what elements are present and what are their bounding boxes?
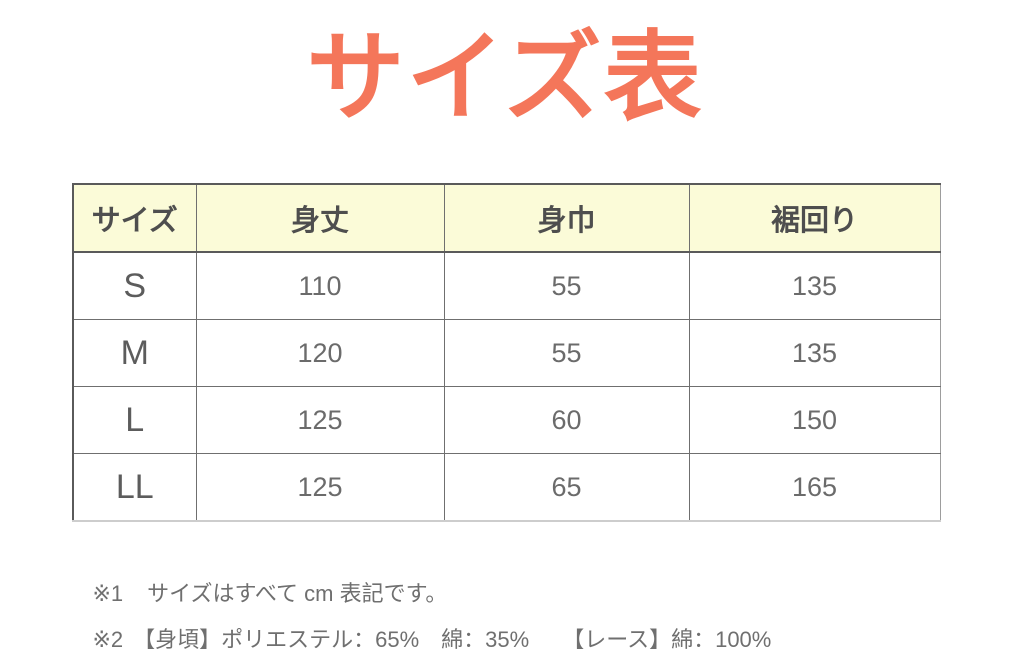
cell-ll-hem: 165	[688, 453, 941, 522]
footnote-units: ※1 サイズはすべて cm 表記です。	[68, 550, 447, 634]
cell-m-body-length: 120	[195, 319, 445, 387]
cell-s-body-width: 55	[443, 251, 690, 320]
footnote-text: 【身頃】ポリエステル：65% 綿：35% 【レース】綿：100%	[133, 627, 772, 652]
table-row: S 110 55 135	[72, 251, 941, 320]
cell-m-body-width: 55	[443, 319, 690, 387]
cell-size-ll: LL	[72, 453, 197, 522]
size-table-body: S 110 55 135 M 120 55 135 L 125 60 150 L…	[72, 251, 941, 522]
cell-l-body-width: 60	[443, 386, 690, 454]
header-cell-hem: 裾回り	[688, 183, 941, 253]
table-row: M 120 55 135	[72, 319, 941, 387]
cell-l-hem: 150	[688, 386, 941, 454]
cell-ll-body-width: 65	[443, 453, 690, 522]
cell-m-hem: 135	[688, 319, 941, 387]
table-row: L 125 60 150	[72, 386, 941, 454]
cell-size-m: M	[72, 319, 197, 387]
header-cell-body-length: 身丈	[195, 183, 445, 253]
page-title: サイズ表	[306, 22, 704, 132]
table-header-row: サイズ 身丈 身巾 裾回り	[72, 183, 941, 253]
footnote-materials: ※2 【身頃】ポリエステル：65% 綿：35% 【レース】綿：100%	[68, 596, 771, 663]
size-table: サイズ 身丈 身巾 裾回り S 110 55 135 M 120 55 135 …	[72, 183, 941, 522]
table-row: LL 125 65 165	[72, 453, 941, 522]
header-cell-body-width: 身巾	[443, 183, 690, 253]
footnote-marker: ※1	[92, 581, 124, 606]
cell-l-body-length: 125	[195, 386, 445, 454]
cell-s-body-length: 110	[195, 251, 445, 320]
size-table-header: サイズ 身丈 身巾 裾回り	[72, 183, 941, 253]
footnote-marker: ※2	[92, 627, 124, 652]
cell-size-l: L	[72, 386, 197, 454]
header-cell-size: サイズ	[72, 183, 197, 253]
footnote-text: サイズはすべて cm 表記です。	[147, 581, 448, 606]
cell-s-hem: 135	[688, 251, 941, 320]
cell-size-s: S	[72, 251, 197, 320]
cell-ll-body-length: 125	[195, 453, 445, 522]
